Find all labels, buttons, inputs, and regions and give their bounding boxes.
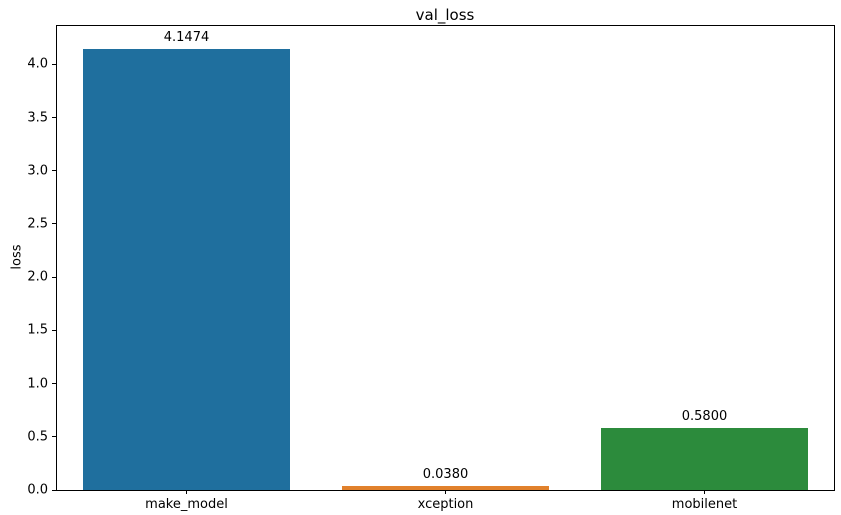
- y-tick-mark: [52, 63, 56, 65]
- y-tick-label: 2.5: [27, 216, 48, 232]
- bar-value-label-mobilenet: 0.5800: [681, 409, 728, 425]
- y-tick-label: 4.0: [27, 56, 48, 72]
- y-tick-mark: [52, 170, 56, 172]
- y-tick-mark: [52, 383, 56, 385]
- y-tick-label: 0.0: [27, 482, 48, 498]
- x-tick-label-mobilenet: mobilenet: [671, 497, 738, 512]
- y-tick-mark: [52, 276, 56, 278]
- y-tick-label: 1.5: [27, 322, 48, 338]
- y-tick-mark: [52, 489, 56, 491]
- y-tick-label: 2.0: [27, 269, 48, 285]
- y-tick-mark: [52, 117, 56, 119]
- bar-value-label-make_model: 4.1474: [163, 29, 210, 45]
- x-tick-mark: [704, 490, 705, 494]
- y-tick-label: 3.0: [27, 163, 48, 179]
- y-tick-mark: [52, 436, 56, 438]
- plot-area: 0.0 0.5 1.0 1.5 2.0 2.5 3.0 3.5 4.0 4.1474 make_mo…: [27, 25, 835, 512]
- y-axis-label: loss: [9, 244, 25, 270]
- bar-value-label-xception: 0.0380: [422, 466, 469, 482]
- chart-title: val_loss: [415, 6, 475, 24]
- y-tick-mark: [52, 223, 56, 225]
- y-tick-label: 1.0: [27, 376, 48, 392]
- x-tick-mark: [186, 490, 187, 494]
- bar-xception: [341, 485, 550, 490]
- bar-make_model: [82, 48, 291, 490]
- y-tick-label: 3.5: [27, 110, 48, 126]
- x-tick-label-make_model: make_model: [145, 497, 228, 512]
- y-tick-mark: [52, 329, 56, 331]
- y-tick-label: 0.5: [27, 429, 48, 445]
- x-tick-mark: [445, 490, 446, 494]
- bar-mobilenet: [600, 428, 809, 490]
- x-tick-label-xception: xception: [417, 497, 474, 512]
